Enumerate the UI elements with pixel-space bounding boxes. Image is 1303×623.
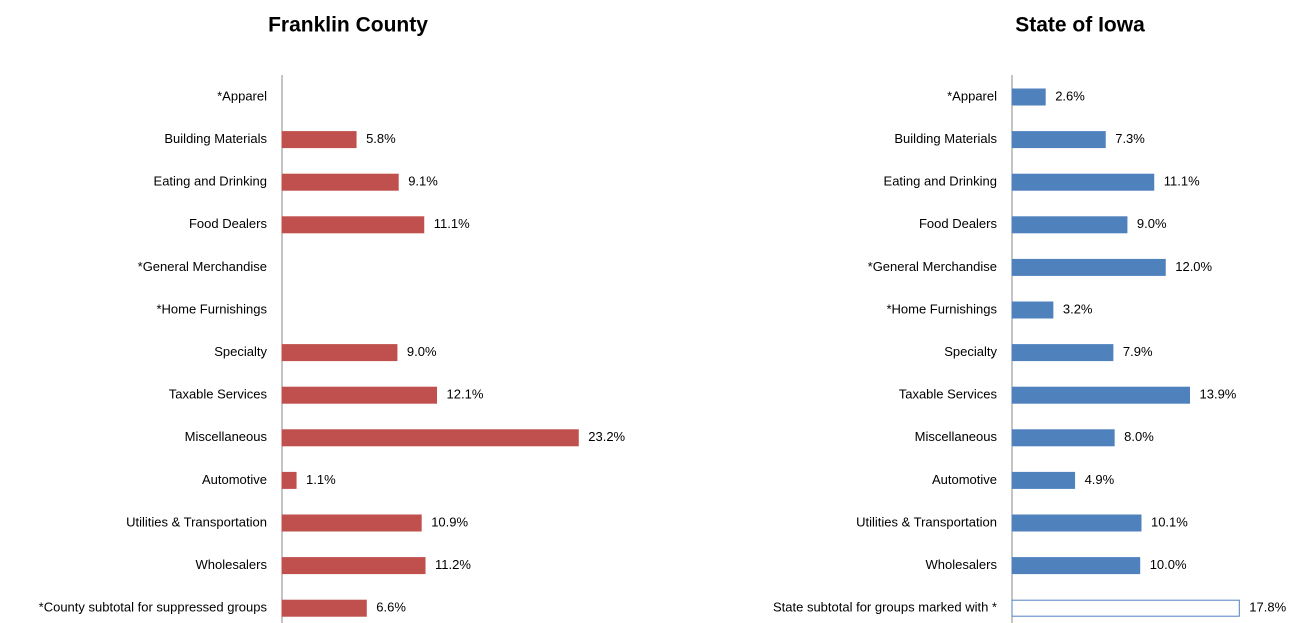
category-label: Miscellaneous [915, 429, 998, 444]
value-label: 17.8% [1249, 600, 1286, 615]
category-label: Eating and Drinking [884, 174, 997, 189]
value-label: 7.3% [1115, 131, 1145, 146]
category-label: *Apparel [947, 88, 997, 103]
category-label: Utilities & Transportation [856, 514, 997, 529]
category-label: Automotive [932, 472, 997, 487]
category-label: Building Materials [164, 131, 267, 146]
category-label: Specialty [214, 344, 267, 359]
value-label: 10.1% [1151, 514, 1188, 529]
category-label: *General Merchandise [868, 259, 997, 274]
bar [281, 173, 399, 191]
value-label: 11.1% [434, 216, 470, 231]
bar [281, 131, 357, 149]
category-label: Taxable Services [169, 387, 268, 402]
value-label: 1.1% [306, 472, 336, 487]
value-label: 3.2% [1063, 301, 1093, 316]
bar [281, 514, 422, 532]
bar [1011, 301, 1054, 319]
value-label: 9.0% [407, 344, 437, 359]
bar [281, 216, 425, 234]
value-label: 10.9% [431, 514, 468, 529]
value-label: 10.0% [1150, 557, 1187, 572]
bar [1011, 514, 1142, 532]
value-label: 6.6% [376, 600, 406, 615]
category-label: Food Dealers [189, 216, 268, 231]
category-label: Utilities & Transportation [126, 514, 267, 529]
bar [1011, 88, 1046, 106]
category-label: Building Materials [894, 131, 997, 146]
value-label: 12.1% [447, 387, 484, 402]
chart-title: Franklin County [268, 14, 428, 37]
bar [281, 429, 579, 447]
category-label: *County subtotal for suppressed groups [39, 600, 268, 615]
category-label: *Home Furnishings [156, 301, 267, 316]
bar [1011, 216, 1128, 234]
chart-title: State of Iowa [1015, 14, 1145, 37]
bar [1011, 131, 1106, 149]
category-label: Miscellaneous [185, 429, 268, 444]
value-label: 4.9% [1085, 472, 1115, 487]
bar [281, 344, 398, 362]
value-label: 11.2% [435, 557, 471, 572]
value-label: 7.9% [1123, 344, 1153, 359]
bar [1011, 386, 1191, 404]
bar [1011, 344, 1114, 362]
bar [1011, 258, 1166, 276]
value-label: 12.0% [1175, 259, 1212, 274]
category-label: Eating and Drinking [154, 174, 267, 189]
bar [1011, 429, 1115, 447]
value-label: 2.6% [1055, 88, 1085, 103]
bar [281, 557, 426, 575]
category-label: Specialty [944, 344, 997, 359]
value-label: 9.1% [408, 174, 438, 189]
bar [1011, 173, 1155, 191]
bar [1011, 471, 1076, 489]
category-label: *Apparel [217, 88, 267, 103]
value-label: 8.0% [1124, 429, 1154, 444]
category-label: State subtotal for groups marked with * [773, 600, 997, 615]
category-label: Automotive [202, 472, 267, 487]
category-label: Food Dealers [919, 216, 998, 231]
value-label: 11.1% [1164, 174, 1200, 189]
bar [281, 599, 367, 617]
category-label: *General Merchandise [138, 259, 267, 274]
bar [1011, 557, 1141, 575]
value-label: 5.8% [366, 131, 396, 146]
bar [281, 471, 297, 489]
value-label: 23.2% [588, 429, 625, 444]
category-label: Wholesalers [925, 557, 997, 572]
bar [1011, 599, 1240, 617]
category-label: *Home Furnishings [886, 301, 997, 316]
value-label: 9.0% [1137, 216, 1167, 231]
category-label: Taxable Services [899, 387, 998, 402]
category-label: Wholesalers [195, 557, 267, 572]
bar [281, 386, 438, 404]
value-label: 13.9% [1200, 387, 1237, 402]
